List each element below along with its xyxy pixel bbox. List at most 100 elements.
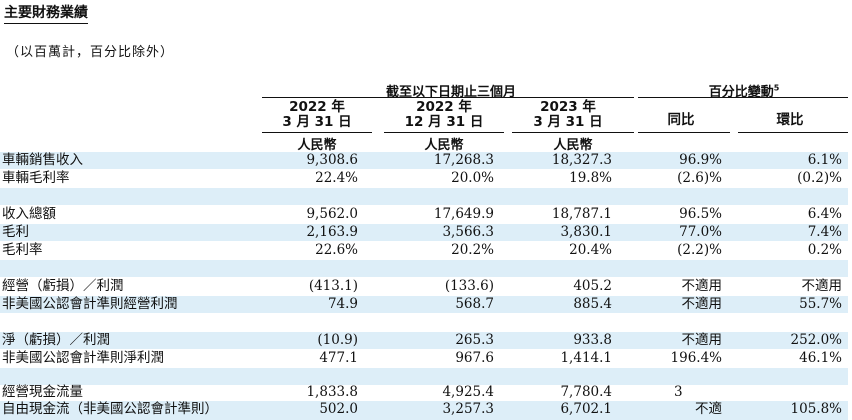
- table-row: 車輛銷售收入 9,308.6 17,268.3 18,327.3 96.9% 6…: [0, 152, 848, 169]
- cell-q4-2022: 568.7: [455, 296, 494, 312]
- table-row: 毛利 2,163.9 3,566.3 3,830.1 77.0% 7.4%: [0, 224, 848, 241]
- change-footnote: 5: [773, 83, 780, 93]
- spacer-row: [0, 260, 848, 277]
- cell-q4-2022: 17,649.9: [433, 206, 494, 222]
- column-header-1: 2022 年 3 月 31 日: [262, 100, 372, 130]
- table-row: 經營（虧損）／利潤 (413.1) (133.6) 405.2 不適用 不適用: [0, 278, 848, 295]
- cell-q1-2022: 9,562.0: [306, 206, 358, 222]
- cell-q4-2022: 3,257.3: [442, 401, 494, 417]
- cell-yoy: 不適用: [681, 278, 723, 294]
- cell-q1-2023: 885.4: [573, 296, 612, 312]
- cell-qoq: 6.1%: [807, 152, 842, 168]
- cell-q1-2023: 405.2: [573, 278, 612, 294]
- cell-yoy: 96.5%: [679, 206, 722, 222]
- cell-qoq: 105.8%: [790, 401, 842, 417]
- cell-qoq: 252.0%: [790, 332, 842, 348]
- change-group-header: 百分比變動5: [640, 81, 848, 100]
- cell-q4-2022: 17,268.3: [433, 152, 494, 168]
- period-group-rule: [262, 97, 634, 98]
- cell-q1-2023: 6,702.1: [560, 401, 612, 417]
- row-label: 非美國公認會計準則淨利潤: [2, 350, 164, 366]
- spacer-row: [0, 314, 848, 331]
- period-group-header: 截至以下日期止三個月: [385, 85, 516, 100]
- row-label: 毛利率: [2, 242, 43, 258]
- row-label: 車輛銷售收入: [2, 152, 83, 168]
- table-row: 非美國公認會計準則淨利潤 477.1 967.6 1,414.1 196.4% …: [0, 350, 848, 367]
- column-year: 2022 年: [416, 99, 472, 115]
- cell-qoq: 不適用: [801, 278, 843, 294]
- cell-qoq: 0.2%: [807, 242, 842, 258]
- row-label: 非美國公認會計準則經營利潤: [2, 296, 178, 312]
- column-date: 3 月 31 日: [533, 114, 603, 130]
- cell-q1-2023: 3,830.1: [560, 224, 612, 240]
- cell-q1-2023: 18,787.1: [551, 206, 612, 222]
- unit-note: （以百萬計，百分比除外）: [6, 45, 175, 60]
- spacer-row: [0, 368, 848, 385]
- cell-q1-2023: 19.8%: [569, 170, 612, 186]
- cell-qoq: 55.7%: [799, 296, 842, 312]
- cell-q1-2022: (413.1): [308, 278, 358, 294]
- cell-q1-2023: 20.4%: [569, 242, 612, 258]
- row-label: 自由現金流（非美國公認會計準則）: [2, 401, 218, 417]
- column-header-yoy: 同比: [667, 112, 695, 128]
- cell-yoy: (2.6)%: [677, 170, 722, 186]
- table-row: 非美國公認會計準則經營利潤 74.9 568.7 885.4 不適用 55.7%: [0, 296, 848, 313]
- cell-yoy: 3: [674, 384, 683, 400]
- cell-q1-2022: 1,833.8: [306, 384, 358, 400]
- row-label: 經營（虧損）／利潤: [2, 278, 124, 294]
- row-label: 收入總額: [2, 206, 56, 222]
- cell-q1-2022: 477.1: [319, 350, 358, 366]
- row-label: 車輛毛利率: [2, 170, 70, 186]
- table-row: 經營現金流量 1,833.8 4,925.4 7,780.4 3: [0, 384, 848, 401]
- currency-label-1: 人民幣: [297, 138, 337, 153]
- table-row: 毛利率 22.6% 20.2% 20.4% (2.2)% 0.2%: [0, 242, 848, 259]
- cell-q1-2023: 933.8: [573, 332, 612, 348]
- currency-label-3: 人民幣: [553, 138, 593, 153]
- header-rule-3: [512, 132, 634, 133]
- column-header-2: 2022 年 12 月 31 日: [384, 100, 504, 130]
- cell-q4-2022: (133.6): [444, 278, 494, 294]
- cell-q4-2022: 265.3: [455, 332, 494, 348]
- header-rule-2: [384, 132, 504, 133]
- cell-q4-2022: 4,925.4: [442, 384, 494, 400]
- cell-q1-2022: 74.9: [327, 296, 358, 312]
- cell-q4-2022: 20.2%: [451, 242, 494, 258]
- change-group-label: 百分比變動: [708, 85, 774, 100]
- header-rule-1: [262, 132, 372, 133]
- cell-yoy: 96.9%: [679, 152, 722, 168]
- currency-label-2: 人民幣: [424, 138, 464, 153]
- cell-qoq: (0.2)%: [797, 170, 842, 186]
- cell-q4-2022: 967.6: [455, 350, 494, 366]
- column-year: 2022 年: [289, 99, 345, 115]
- column-year: 2023 年: [540, 99, 596, 115]
- cell-yoy: 196.4%: [670, 350, 722, 366]
- cell-q1-2023: 18,327.3: [551, 152, 612, 168]
- cell-q1-2022: 9,308.6: [306, 152, 358, 168]
- table-row: 自由現金流（非美國公認會計準則） 502.0 3,257.3 6,702.1 不…: [0, 401, 848, 420]
- table-row: 車輛毛利率 22.4% 20.0% 19.8% (2.6)% (0.2)%: [0, 170, 848, 187]
- cell-yoy: (2.2)%: [677, 242, 722, 258]
- row-label: 毛利: [2, 224, 29, 240]
- column-header-qoq: 環比: [776, 112, 804, 128]
- cell-q1-2022: 22.4%: [315, 170, 358, 186]
- cell-qoq: 6.4%: [807, 206, 842, 222]
- cell-yoy: 不適用: [681, 332, 723, 348]
- cell-qoq: 46.1%: [799, 350, 842, 366]
- table-row: 收入總額 9,562.0 17,649.9 18,787.1 96.5% 6.4…: [0, 206, 848, 223]
- cell-q4-2022: 3,566.3: [442, 224, 494, 240]
- header-rule-yoy: [638, 132, 730, 133]
- cell-q1-2023: 1,414.1: [560, 350, 612, 366]
- section-title: 主要財務業績: [4, 2, 88, 24]
- cell-q1-2022: (10.9): [317, 332, 358, 348]
- cell-yoy: 77.0%: [679, 224, 722, 240]
- column-header-3: 2023 年 3 月 31 日: [512, 100, 624, 130]
- column-date: 3 月 31 日: [282, 114, 352, 130]
- cell-q1-2022: 22.6%: [315, 242, 358, 258]
- row-label: 淨（虧損）／利潤: [2, 332, 110, 348]
- header-rule-qoq: [738, 132, 848, 133]
- cell-q1-2022: 502.0: [319, 401, 358, 417]
- cell-yoy: 不適用: [681, 296, 723, 312]
- cell-q4-2022: 20.0%: [451, 170, 494, 186]
- cell-q1-2023: 7,780.4: [560, 384, 612, 400]
- column-date: 12 月 31 日: [404, 114, 484, 130]
